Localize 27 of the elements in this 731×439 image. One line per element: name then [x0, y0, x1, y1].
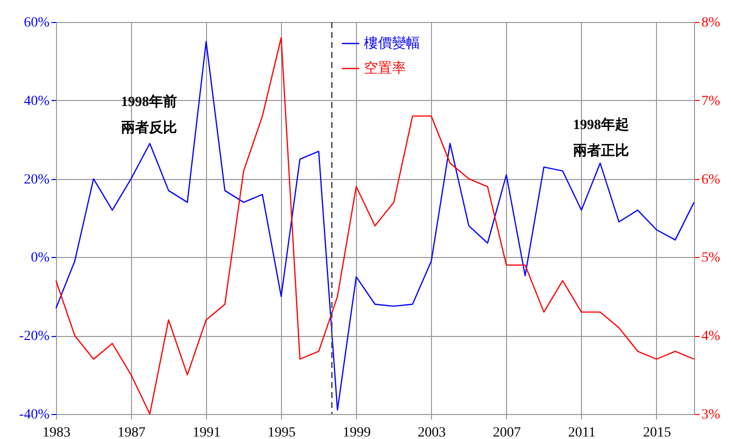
y-tick-label: 20%: [24, 172, 50, 188]
legend-label: 空置率: [364, 60, 406, 76]
legend-label: 樓價變幅: [364, 36, 420, 52]
x-tick-label: 2007: [492, 426, 521, 439]
y2-tick-label: 6%: [702, 172, 720, 188]
annotation: 1998年前: [121, 94, 177, 110]
y2-tick-label: 4%: [702, 329, 720, 344]
y-tick-label: 0%: [30, 250, 50, 266]
y2-tick-label: 8%: [702, 16, 720, 30]
x-tick-label: 1995: [268, 426, 296, 439]
y2-tick-label: 3%: [702, 408, 720, 422]
y-tick-label: -40%: [19, 408, 50, 422]
x-tick-label: 1983: [42, 426, 70, 439]
x-tick-label: 1987: [118, 426, 146, 439]
annotation: 1998年起: [573, 117, 629, 133]
y-tick-label: -20%: [19, 329, 50, 344]
y-tick-label: 40%: [24, 94, 50, 109]
y-tick-label: 60%: [24, 16, 50, 30]
x-tick-label: 2015: [642, 426, 671, 439]
x-tick-label: 2003: [418, 426, 446, 439]
x-tick-label: 1999: [342, 426, 371, 439]
x-tick-label: 1991: [192, 426, 221, 439]
annotation: 兩者正比: [573, 143, 629, 159]
y2-tick-label: 7%: [702, 94, 720, 109]
y2-tick-label: 5%: [702, 250, 720, 266]
x-tick-label: 2011: [568, 426, 596, 439]
annotation: 兩者反比: [121, 119, 177, 136]
